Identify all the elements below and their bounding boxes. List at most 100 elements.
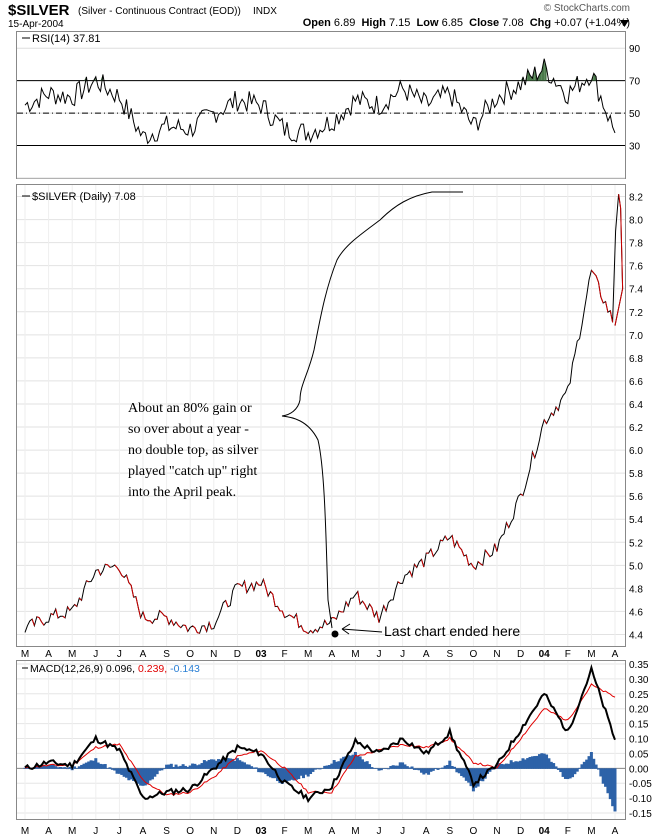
macd-hist-bar <box>179 765 183 769</box>
price-down-segment <box>272 594 276 607</box>
macd-hist-bar <box>344 756 348 769</box>
price-ytick-label: 6.8 <box>629 354 643 365</box>
x-month-label: M <box>68 649 76 660</box>
price-ytick-label: 8.2 <box>629 193 643 204</box>
macd-hist-bar <box>122 768 126 777</box>
macd-hist-bar <box>160 768 164 771</box>
macd-hist-bar <box>42 764 46 769</box>
macd-hist-bar <box>191 763 195 769</box>
x-month-label: 03 <box>255 649 267 660</box>
macd-hist-bar <box>174 764 178 769</box>
macd-hist-bar <box>351 754 355 769</box>
macd-hist-bar <box>545 754 549 769</box>
price-down-segment <box>185 625 189 632</box>
macd-hist-bar <box>82 763 86 769</box>
macd-hist-bar <box>294 768 298 780</box>
chart-description: (Silver - Continuous Contract (EOD)) <box>78 6 241 17</box>
macd-hist-bar <box>266 768 270 777</box>
macd-hist-bar <box>405 766 409 769</box>
x-month-label: J <box>117 649 122 660</box>
price-down-segment <box>376 611 380 623</box>
macd-hist-bar <box>389 765 393 769</box>
macd-hist-bar <box>417 768 421 771</box>
macd-hist-bar <box>240 761 244 769</box>
macd-hist-bar <box>311 768 315 772</box>
macd-ytick-label: 0.25 <box>629 690 649 701</box>
price-down-segment <box>194 627 198 633</box>
macd-hist-bar <box>488 768 492 772</box>
close-value: 7.08 <box>502 17 524 29</box>
rsi-ytick-label: 90 <box>629 44 641 55</box>
x-month-label: J <box>377 649 382 660</box>
price-ytick-label: 5.2 <box>629 538 643 549</box>
macd-hist-bar <box>599 768 603 777</box>
price-down-segment <box>159 610 163 614</box>
price-down-segment <box>310 630 314 634</box>
macd-hist-bar <box>481 768 485 782</box>
x-month-label: D <box>517 826 524 837</box>
price-down-segment <box>262 579 267 588</box>
macd-hist-bar <box>94 758 98 769</box>
price-down-segment <box>50 613 54 616</box>
rsi-overbought-fill <box>539 71 542 81</box>
x-month-label: O <box>186 826 194 837</box>
price-down-segment <box>265 586 269 597</box>
price-down-segment <box>591 269 595 274</box>
macd-label-prefix: MACD(12,26,9) <box>30 663 103 675</box>
close-label: Close <box>469 17 500 29</box>
macd-hist-bar <box>460 768 464 777</box>
price-down-segment <box>62 615 66 619</box>
macd-hist-bar <box>549 761 553 769</box>
macd-hist-bar <box>35 765 39 769</box>
macd-hist-bar <box>195 765 199 769</box>
macd-hist-bar <box>419 768 423 773</box>
x-month-label: A <box>45 826 52 837</box>
price-down-segment <box>409 570 413 577</box>
price-down-segment <box>465 554 470 566</box>
macd-hist-bar <box>453 766 457 769</box>
macd-hist-bar <box>186 766 190 769</box>
price-down-segment <box>255 581 260 586</box>
macd-hist-bar <box>516 761 520 769</box>
macd-hist-bar <box>337 761 341 769</box>
macd-hist-bar <box>386 768 390 770</box>
macd-hist-bar <box>530 756 534 769</box>
price-down-segment <box>451 535 456 547</box>
macd-hist-bar <box>242 762 246 769</box>
macd-hist-bar <box>611 768 615 807</box>
last-chart-marker <box>331 630 339 638</box>
price-down-segment <box>38 617 42 623</box>
last-chart-note: Last chart ended here <box>384 623 520 639</box>
price-down-segment <box>137 607 142 618</box>
macd-hist-bar <box>415 768 419 770</box>
macd-hist-bar <box>40 766 44 769</box>
macd-hist-bar <box>158 768 162 771</box>
macd-hist-bar <box>259 768 263 773</box>
macd-hist-bar <box>533 756 537 769</box>
triangle-down-icon <box>620 20 629 27</box>
macd-hist-bar <box>375 768 379 769</box>
annotation-arrow <box>341 628 383 633</box>
macd-panel: 0.35 0.30 0.25 0.20 0.15 0.10 0.05 0.00 -0.05 -0.… <box>16 660 652 820</box>
macd-hist-bar <box>73 766 77 769</box>
macd-hist-bar <box>448 760 452 769</box>
price-down-segment <box>281 610 286 618</box>
macd-hist-bar <box>113 768 117 771</box>
macd-hist-bar <box>84 762 88 769</box>
price-down-segment <box>208 622 212 630</box>
x-month-label: J <box>93 649 98 660</box>
macd-hist-bar <box>108 767 112 769</box>
macd-hist-bar <box>384 768 388 770</box>
x-month-label: J <box>400 649 405 660</box>
price-down-segment <box>314 629 319 633</box>
price-down-segment <box>166 616 170 625</box>
x-month-label: M <box>304 826 312 837</box>
macd-hist-bar <box>358 756 362 769</box>
x-month-label: J <box>93 826 98 837</box>
macd-hist-bar <box>335 761 339 769</box>
price-ytick-label: 8.0 <box>629 216 643 227</box>
macd-hist-bar <box>77 766 81 769</box>
macd-hist-bar <box>571 768 575 778</box>
macd-hist-bar <box>363 761 367 769</box>
macd-hist-bar <box>608 768 612 800</box>
